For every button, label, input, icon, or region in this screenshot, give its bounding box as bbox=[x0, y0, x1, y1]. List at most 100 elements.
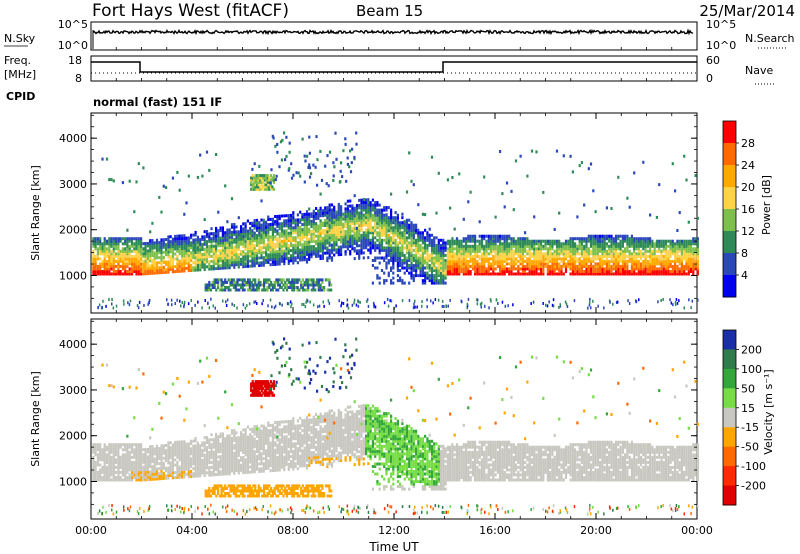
power-cell bbox=[630, 244, 633, 248]
power-cell bbox=[312, 229, 315, 233]
power-cell bbox=[444, 246, 447, 250]
power-cell bbox=[349, 219, 352, 223]
power-cell bbox=[194, 230, 197, 234]
power-cell bbox=[267, 255, 270, 259]
power-cell bbox=[171, 270, 174, 274]
power-cell bbox=[264, 280, 267, 284]
power-cell bbox=[635, 267, 638, 271]
power-cell bbox=[551, 272, 554, 276]
power-cell bbox=[442, 248, 445, 252]
power-cell bbox=[392, 261, 395, 265]
power-cell bbox=[299, 235, 302, 239]
power-cell bbox=[369, 218, 372, 222]
power-cell bbox=[512, 257, 515, 261]
power-cell bbox=[308, 240, 311, 244]
power-cell bbox=[410, 231, 413, 235]
power-cell bbox=[392, 271, 395, 275]
power-cell bbox=[230, 248, 234, 252]
power-cell bbox=[689, 264, 693, 268]
power-cell bbox=[662, 267, 665, 271]
power-cell bbox=[251, 257, 254, 260]
power-cell bbox=[299, 225, 302, 229]
power-cell bbox=[410, 238, 413, 242]
power-cell bbox=[451, 247, 454, 251]
power-cell bbox=[289, 286, 292, 289]
power-cell bbox=[621, 259, 624, 263]
power-cell bbox=[526, 239, 529, 243]
power-cell bbox=[692, 239, 695, 243]
power-cell bbox=[317, 237, 320, 241]
power-cell bbox=[626, 237, 629, 241]
power-cell bbox=[337, 245, 340, 249]
power-cell bbox=[417, 243, 420, 247]
power-cell bbox=[126, 270, 129, 273]
power-cell bbox=[254, 283, 257, 287]
power-cell bbox=[478, 234, 481, 238]
power-cell bbox=[308, 230, 311, 234]
power-cell bbox=[280, 229, 284, 233]
power-cell bbox=[430, 264, 434, 267]
power-cell bbox=[380, 231, 384, 235]
power-cell bbox=[252, 288, 255, 292]
power-cell bbox=[649, 249, 652, 253]
power-cell bbox=[546, 264, 549, 268]
power-cell bbox=[249, 226, 252, 230]
power-cell bbox=[433, 266, 436, 270]
power-cell bbox=[430, 281, 434, 285]
power-cell bbox=[283, 259, 286, 263]
power-cell bbox=[299, 256, 302, 259]
power-cell bbox=[501, 262, 504, 266]
power-cell bbox=[178, 237, 181, 241]
power-cell bbox=[635, 257, 638, 261]
power-cell bbox=[206, 286, 209, 289]
power-cell bbox=[467, 252, 470, 256]
power-cell bbox=[608, 262, 611, 266]
power-cell bbox=[285, 254, 288, 258]
power-cell bbox=[228, 258, 231, 262]
power-cell bbox=[246, 247, 249, 251]
power-cell bbox=[158, 243, 161, 247]
power-cell bbox=[505, 270, 509, 273]
power-cell bbox=[344, 217, 347, 221]
power-cell bbox=[658, 239, 661, 243]
power-cell bbox=[639, 272, 643, 276]
power-cell bbox=[255, 218, 259, 222]
power-cell bbox=[335, 238, 338, 242]
power-cell bbox=[296, 286, 299, 289]
power-cell bbox=[514, 252, 518, 256]
power-cell bbox=[599, 272, 602, 276]
power-colorbar-label: Power [dB] bbox=[760, 175, 773, 235]
power-cell bbox=[153, 269, 156, 273]
power-cell bbox=[278, 242, 281, 246]
power-cell bbox=[619, 247, 622, 251]
power-cell bbox=[99, 239, 102, 243]
power-cell bbox=[135, 272, 138, 276]
power-cell bbox=[649, 270, 652, 273]
power-cell bbox=[578, 257, 581, 261]
power-cell bbox=[279, 140, 283, 144]
power-cell bbox=[265, 245, 268, 249]
power-cell bbox=[140, 237, 143, 241]
power-cell bbox=[155, 253, 159, 257]
power-cell bbox=[646, 262, 649, 266]
power-cell bbox=[446, 178, 449, 182]
power-cell bbox=[415, 271, 418, 275]
velocity-cell bbox=[112, 473, 115, 477]
power-cell bbox=[362, 223, 365, 227]
power-cell bbox=[546, 259, 549, 263]
power-cell bbox=[385, 266, 388, 270]
power-cell bbox=[253, 176, 256, 180]
power-cell bbox=[621, 249, 624, 253]
velocity-cell bbox=[94, 468, 97, 472]
power-cell bbox=[335, 250, 338, 254]
power-cell bbox=[324, 229, 327, 232]
power-cell bbox=[251, 236, 254, 240]
power-cell bbox=[421, 281, 424, 285]
power-cell bbox=[314, 283, 317, 287]
power-cell bbox=[558, 262, 561, 266]
power-cell bbox=[285, 236, 288, 240]
power-cell bbox=[108, 262, 111, 266]
power-cell bbox=[112, 252, 115, 256]
power-cell bbox=[410, 251, 413, 255]
power-cell bbox=[387, 243, 390, 247]
